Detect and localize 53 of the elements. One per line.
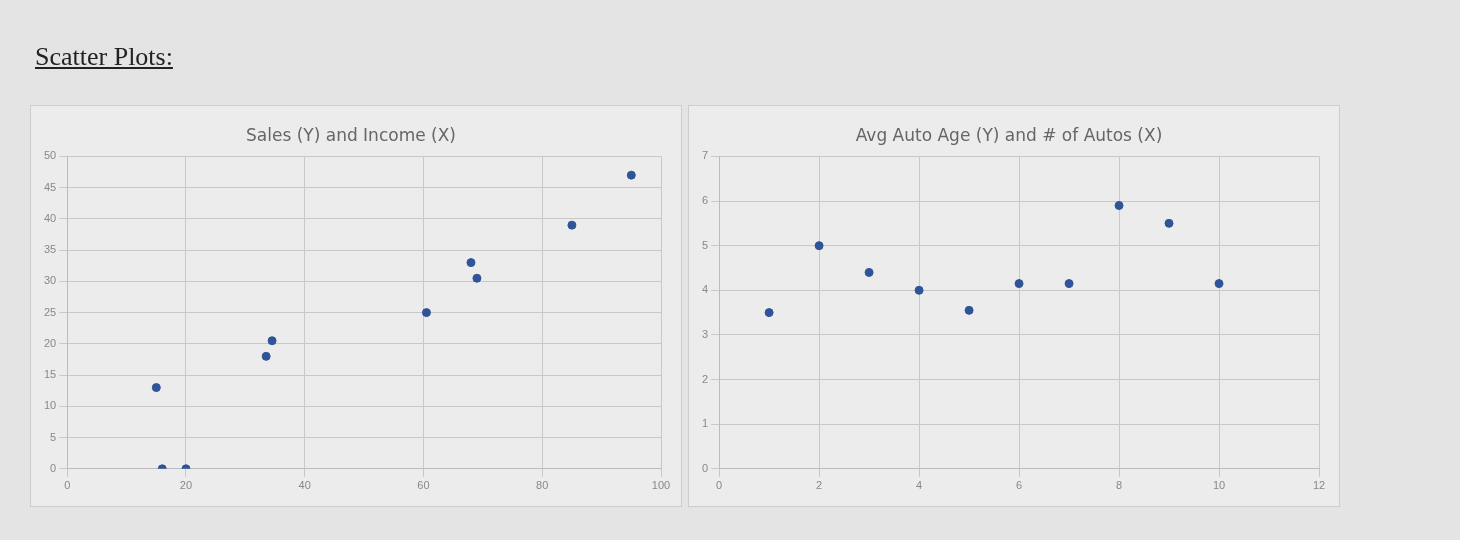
y-tick-label: 25 (43, 305, 57, 318)
point (764, 308, 774, 318)
point (864, 267, 874, 277)
point (1064, 279, 1074, 289)
x-tick-label: 60 (417, 479, 430, 492)
y-tick-label: 3 (701, 327, 709, 340)
point (151, 383, 161, 393)
point (914, 285, 924, 295)
x-tick-label: 12 (1312, 479, 1326, 492)
y-tick-label: 50 (43, 149, 57, 162)
point (567, 220, 577, 230)
y-tick-label: 0 (50, 461, 57, 474)
y-tick-label: 1 (701, 417, 709, 430)
y-tick-label: 5 (50, 430, 57, 443)
x-tick-label: 40 (298, 479, 311, 492)
y-tick-label: 35 (43, 243, 57, 256)
y-tick-label: 5 (701, 238, 709, 251)
y-tick-label: 40 (43, 211, 57, 224)
x-tick-label: 100 (651, 479, 671, 492)
point (1214, 279, 1224, 289)
x-tick-label: 8 (1115, 479, 1123, 492)
x-tick-label: 0 (716, 479, 723, 492)
chart-title: Avg Auto Age (Y) and # of Autos (X) (855, 124, 1163, 145)
x-tick-label: 2 (816, 479, 823, 492)
y-tick-label: 15 (43, 368, 57, 381)
y-tick-label: 30 (43, 274, 57, 287)
y-tick-label: 7 (701, 149, 709, 162)
point (267, 336, 277, 346)
y-tick-label: 20 (43, 336, 57, 349)
point (1014, 279, 1024, 289)
y-tick-label: 4 (701, 283, 709, 296)
x-tick-label: 80 (536, 479, 549, 492)
x-tick-label: 4 (916, 479, 923, 492)
y-tick-label: 45 (43, 180, 57, 193)
y-tick-label: 10 (43, 399, 57, 412)
x-tick-label: 10 (1212, 479, 1226, 492)
x-tick-label: 20 (179, 479, 193, 492)
y-tick-label: 2 (701, 372, 709, 385)
point (261, 351, 271, 361)
y-tick-label: 0 (701, 461, 709, 474)
point (964, 305, 974, 315)
y-tick-label: 6 (701, 194, 709, 207)
point (814, 241, 824, 251)
text: Scatter Plots: (35, 42, 173, 71)
chart-title: Sales (Y) and Income (X) (246, 124, 456, 145)
point (466, 258, 476, 268)
point (1114, 200, 1124, 210)
x-tick-label: 0 (64, 479, 71, 492)
point (1164, 218, 1174, 228)
point (421, 308, 431, 318)
x-tick-label: 6 (1016, 479, 1023, 492)
point (472, 273, 482, 283)
point (626, 170, 636, 180)
